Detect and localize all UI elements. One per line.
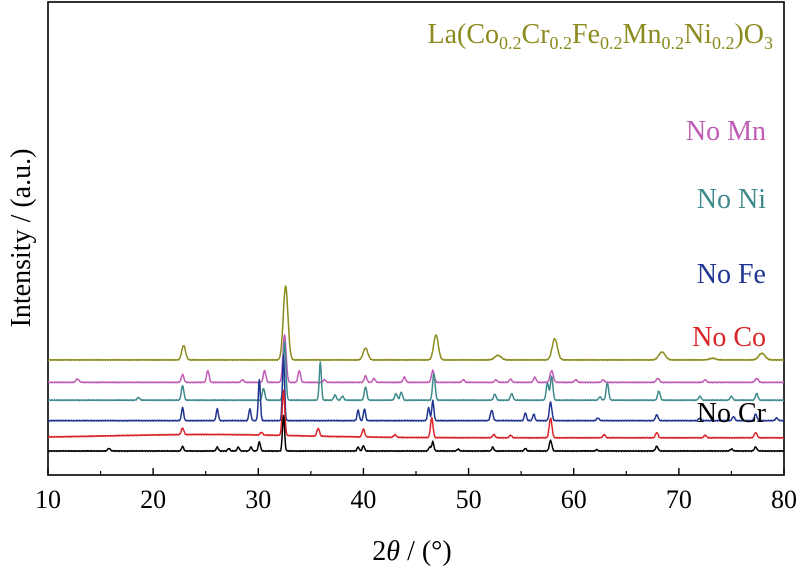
x-tick-label: 40: [350, 485, 376, 514]
series-line-la-co0-2cr0-2fe0-2mn0-2ni0-2-o3: [47, 285, 785, 362]
series-label-no-fe: No Fe: [697, 259, 766, 290]
x-tick-label: 50: [456, 485, 482, 514]
series-line-no-co: [47, 389, 785, 440]
x-tick-label: 20: [140, 485, 166, 514]
series-label-no-cr: No Cr: [697, 398, 767, 429]
series-label-high-entropy: La(Co0.2Cr0.2Fe0.2Mn0.2Ni0.2)O3: [428, 19, 773, 53]
x-axis-title: 2θ / (°): [372, 536, 451, 567]
x-tick-label: 30: [245, 485, 271, 514]
series-line-no-cr: [47, 414, 785, 453]
series-line-no-mn: [47, 334, 785, 384]
series-label-no-ni: No Ni: [697, 184, 766, 215]
series-line-no-fe: [47, 354, 785, 422]
y-axis-title: Intensity / (a.u.): [6, 149, 37, 328]
x-tick-label: 80: [771, 485, 797, 514]
series-label-no-co: No Co: [692, 322, 766, 353]
x-tick-label: 10: [35, 485, 61, 514]
series-line-no-ni: [47, 341, 785, 402]
x-tick-label: 60: [561, 485, 587, 514]
x-axis-ticks: 10 20 30 40 50 60 70 80: [35, 468, 797, 514]
plot-frame: [47, 1, 785, 476]
series-labels: La(Co0.2Cr0.2Fe0.2Mn0.2Ni0.2)O3 No Mn No…: [428, 19, 773, 429]
series-label-no-mn: No Mn: [686, 116, 766, 147]
series-group: [47, 285, 785, 453]
x-tick-label: 70: [666, 485, 692, 514]
